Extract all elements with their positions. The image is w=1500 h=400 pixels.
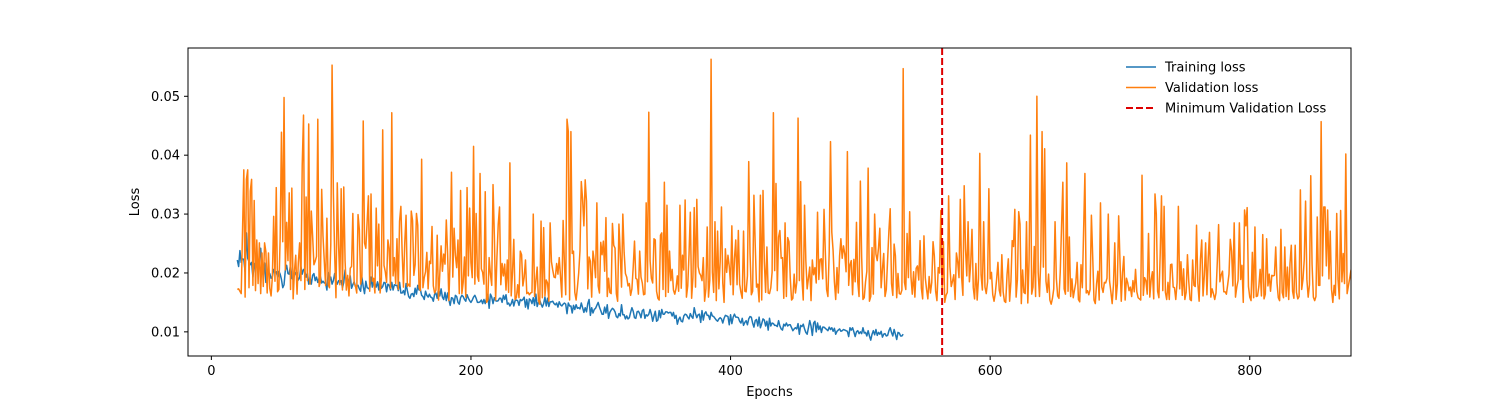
- x-tick-label: 0: [207, 364, 215, 379]
- x-tick-label: 400: [718, 364, 743, 379]
- x-tick-label: 800: [1237, 364, 1262, 379]
- series-layer: [236, 48, 1351, 356]
- y-tick-label: 0.01: [151, 325, 180, 340]
- x-axis: 0 200 400 600 800: [207, 356, 1262, 379]
- x-tick-label: 200: [459, 364, 484, 379]
- legend-label: Validation loss: [1165, 81, 1259, 96]
- y-axis-title: Loss: [128, 188, 143, 217]
- y-tick-label: 0.02: [151, 266, 180, 281]
- y-tick-label: 0.03: [151, 208, 180, 223]
- y-axis: 0.01 0.02 0.03 0.04 0.05: [151, 90, 188, 340]
- x-axis-title: Epochs: [746, 385, 793, 400]
- series-line-validation-loss: [237, 58, 1351, 305]
- legend-label: Minimum Validation Loss: [1165, 102, 1326, 117]
- x-tick-label: 600: [978, 364, 1003, 379]
- y-tick-label: 0.05: [151, 90, 180, 105]
- legend: Training loss Validation loss Minimum Vali…: [1126, 61, 1326, 117]
- legend-label: Training loss: [1164, 61, 1246, 76]
- y-tick-label: 0.04: [151, 149, 180, 164]
- plot-frame: [187, 47, 1352, 357]
